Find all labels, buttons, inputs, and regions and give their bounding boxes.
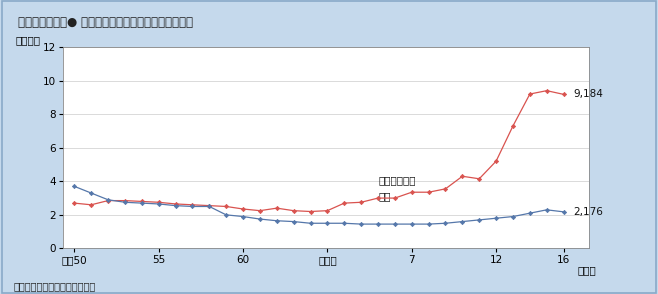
Text: （備考）警察庁資料より作成。: （備考）警察庁資料より作成。 [13,281,95,291]
Text: 2,176: 2,176 [574,207,603,217]
Text: 9,184: 9,184 [574,89,603,99]
Text: （千件）: （千件） [15,35,40,45]
Text: 第１－５－５図● 強姦，強制わいせつ認知件数の推移: 第１－５－５図● 強姦，強制わいせつ認知件数の推移 [18,16,193,29]
Text: 強姦: 強姦 [378,191,390,201]
Text: 強制わいせつ: 強制わいせつ [378,176,415,186]
Text: （年）: （年） [577,265,596,275]
